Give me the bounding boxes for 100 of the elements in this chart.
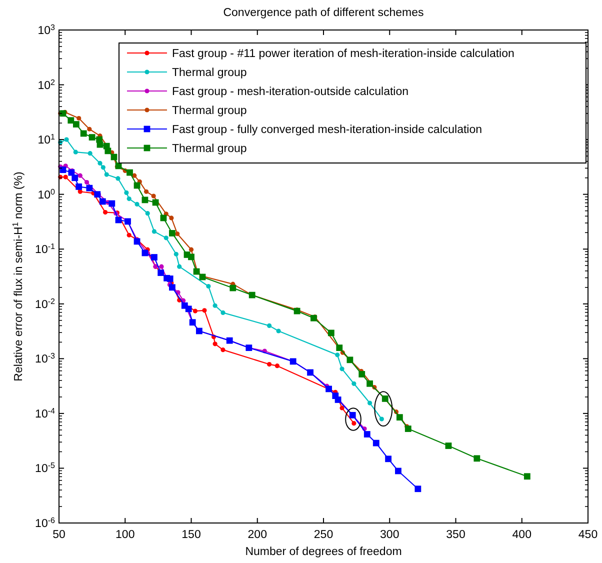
legend-label: Thermal group	[172, 143, 247, 155]
point	[102, 210, 108, 215]
point	[266, 323, 272, 328]
point	[76, 116, 82, 121]
point	[78, 173, 82, 178]
point	[372, 440, 380, 446]
point	[382, 395, 388, 402]
point	[169, 284, 176, 291]
point	[80, 130, 87, 137]
legend-label: Thermal group	[172, 67, 247, 79]
point	[134, 202, 140, 207]
y-tick-label: 10$^{-5}$	[35, 460, 56, 476]
point	[104, 172, 109, 177]
point	[404, 426, 412, 432]
point	[445, 442, 452, 449]
point	[144, 189, 149, 194]
point	[230, 284, 236, 292]
point	[78, 189, 82, 194]
point	[76, 183, 82, 190]
point	[276, 328, 281, 334]
point	[88, 134, 96, 140]
point	[358, 371, 366, 378]
point	[124, 190, 129, 196]
y-tick-label: 10$^{1}$	[38, 132, 56, 147]
point	[73, 150, 78, 154]
x-tick-label: 450	[578, 529, 598, 541]
point	[202, 308, 207, 313]
legend-label: Fast group - #11 power iteration of mesh-iteration-inside calculation	[172, 48, 514, 60]
y-tick-label: 10$^{-4}$	[35, 406, 56, 420]
point	[385, 456, 392, 462]
point	[524, 473, 530, 480]
point	[164, 236, 168, 240]
y-tick-label: 10$^{-3}$	[35, 351, 56, 366]
point	[64, 137, 69, 142]
point	[335, 352, 340, 358]
point	[126, 169, 133, 176]
point	[188, 247, 194, 252]
point	[185, 306, 192, 312]
x-tick-label: 200	[248, 529, 267, 541]
point	[220, 310, 226, 316]
y-tick-label: 10$^{0}$	[38, 186, 56, 202]
point	[192, 308, 198, 314]
legend-label: Fast group - mesh-iteration-outside calculation	[172, 86, 409, 98]
x-tick-label: 100	[116, 529, 135, 541]
x-tick-label: 250	[314, 529, 334, 541]
point	[367, 400, 372, 406]
point	[151, 254, 158, 260]
x-tick-label: 400	[512, 529, 532, 541]
point	[145, 211, 150, 216]
point	[364, 431, 370, 438]
point	[108, 200, 116, 207]
point	[88, 151, 92, 156]
point	[395, 468, 402, 474]
x-tick-label: 50	[52, 529, 66, 541]
point	[174, 252, 178, 256]
point	[379, 416, 384, 422]
point	[396, 414, 403, 421]
point	[366, 380, 373, 387]
y-tick-label: 10$^{-6}$	[35, 516, 56, 530]
point	[274, 364, 280, 368]
point	[340, 406, 344, 410]
point	[166, 276, 174, 282]
point	[68, 117, 74, 124]
point	[266, 362, 272, 367]
legend-label: Fast group - fully converged mesh-iteration-inside calculation	[172, 124, 482, 136]
point	[328, 330, 334, 336]
point	[175, 232, 180, 236]
point	[169, 216, 174, 220]
y-tick-label: 10$^{-2}$	[35, 296, 56, 311]
point	[100, 165, 106, 170]
point	[206, 284, 211, 289]
point	[104, 148, 112, 154]
point	[72, 174, 78, 182]
point	[212, 342, 218, 346]
point	[134, 238, 140, 245]
point	[336, 344, 343, 351]
x-tick-label: 150	[182, 529, 201, 541]
x-axis-title: Number of degrees of freedom	[245, 546, 402, 558]
point	[126, 196, 132, 202]
y-tick-label: 10$^{2}$	[38, 77, 56, 92]
point	[169, 230, 176, 236]
x-tick-label: 350	[446, 529, 466, 541]
point	[142, 196, 148, 204]
point	[86, 184, 93, 192]
y-tick-label: 10$^{-1}$	[35, 242, 56, 256]
point	[334, 396, 342, 403]
point	[98, 160, 102, 166]
y-tick-label: 10$^{3}$	[38, 22, 56, 37]
point	[352, 381, 356, 386]
point	[352, 421, 356, 426]
point	[414, 486, 422, 492]
point	[126, 232, 132, 238]
point	[63, 174, 68, 180]
point	[151, 194, 156, 198]
legend-label: Thermal group	[172, 105, 247, 117]
point	[84, 180, 90, 185]
point	[220, 348, 226, 352]
point	[87, 126, 92, 132]
x-tick-label: 300	[380, 529, 400, 541]
point	[96, 141, 104, 148]
